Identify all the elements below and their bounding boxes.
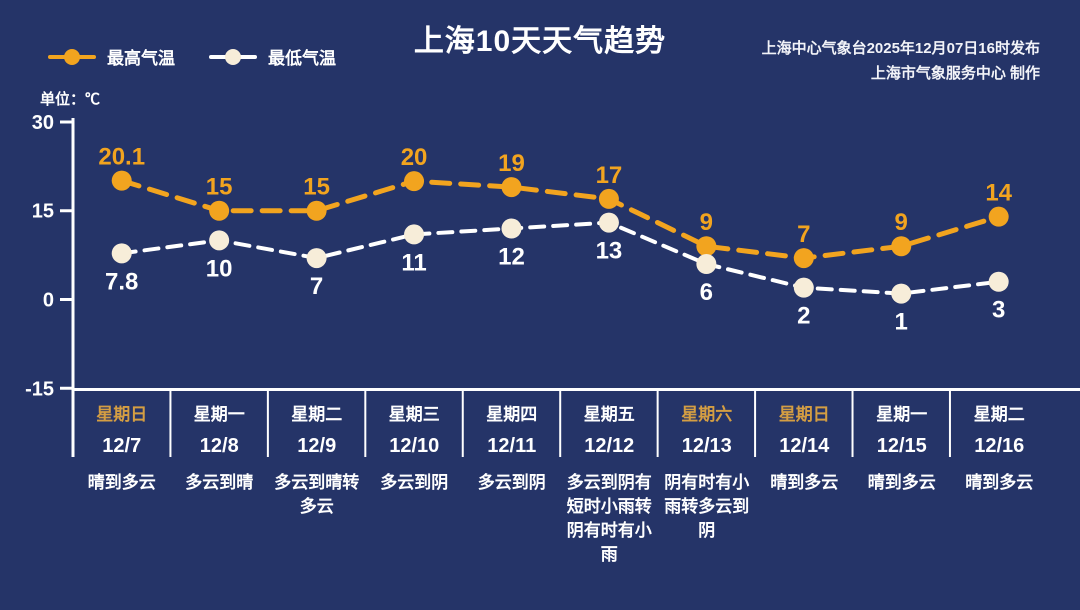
low-temp-value: 3 (992, 297, 1005, 324)
day-table: 星期日 12/7 晴到多云 星期一 12/8 多云到晴 星期二 12/9 多云到晴转多云 星期三 1… (73, 395, 1048, 567)
low-temp-marker (891, 283, 912, 304)
high-temp-marker (891, 236, 912, 257)
high-temp-value: 15 (303, 174, 330, 201)
weekday-label: 星期六 (681, 405, 733, 424)
date-label: 12/8 (199, 435, 239, 457)
low-temp-marker (209, 230, 230, 251)
high-temp-marker (209, 200, 230, 221)
low-temp-marker (501, 218, 522, 239)
low-temp-value: 13 (596, 238, 623, 265)
high-temp-value: 9 (895, 209, 908, 236)
publisher-line1: 上海中心气象台2025年12月07日16时发布 (761, 40, 1040, 57)
weather-label: 晴到多云 (87, 473, 156, 492)
low-temp-marker (793, 277, 814, 298)
low-temp-value: 12 (498, 243, 525, 270)
date-label: 12/13 (681, 435, 732, 457)
low-temp-marker (598, 212, 619, 233)
legend: 最高气温 最低气温 (48, 44, 336, 69)
weekday-label: 星期日 (96, 405, 148, 424)
weather-label: 多云到晴转多云 (274, 473, 360, 516)
high-temp-marker (988, 206, 1009, 227)
high-temp-marker (598, 188, 619, 209)
weekday-label: 星期三 (388, 405, 440, 424)
high-temp-marker (501, 177, 522, 198)
high-temp-value: 20 (401, 144, 428, 171)
day-column: 星期六 12/13 阴有时有小雨转多云到阴 (658, 395, 756, 567)
day-column: 星期日 12/14 晴到多云 (756, 395, 854, 567)
low-temp-value: 10 (206, 255, 233, 282)
date-label: 12/16 (974, 435, 1025, 457)
weather-label: 晴到多云 (867, 473, 936, 492)
weekday-label: 星期二 (291, 405, 343, 424)
low-temp-value: 7.8 (105, 268, 138, 295)
low-temp-marker (404, 224, 425, 245)
low-temp-value: 6 (700, 279, 713, 306)
date-label: 12/10 (389, 435, 440, 457)
high-temp-marker (306, 200, 327, 221)
publisher-info: 上海中心气象台2025年12月07日16时发布 上海市气象服务中心 制作 (762, 36, 1040, 86)
low-temp-value: 11 (401, 249, 426, 276)
high-temp-marker (111, 170, 132, 191)
date-label: 12/12 (584, 435, 635, 457)
day-column: 星期一 12/15 晴到多云 (853, 395, 951, 567)
day-column: 星期日 12/7 晴到多云 (73, 395, 171, 567)
y-tick-label: -15 (25, 378, 54, 400)
high-temp-value: 17 (596, 162, 623, 189)
weather-label: 阴有时有小雨转多云到阴 (664, 473, 750, 540)
day-column: 星期五 12/12 多云到阴有短时小雨转阴有时有小雨 (561, 395, 659, 567)
date-label: 12/7 (102, 435, 142, 457)
day-column: 星期二 12/9 多云到晴转多云 (268, 395, 366, 567)
weekday-label: 星期日 (778, 405, 830, 424)
y-tick-label: 0 (43, 290, 54, 312)
y-tick-label: 30 (32, 112, 54, 134)
low-temp-line-icon (209, 48, 257, 66)
high-temp-value: 15 (206, 174, 233, 201)
weekday-label: 星期一 (193, 405, 245, 424)
legend-item-high-temp: 最高气温 (48, 44, 175, 69)
day-column: 星期一 12/8 多云到晴 (171, 395, 269, 567)
high-temp-value: 19 (498, 150, 525, 177)
date-label: 12/11 (487, 435, 537, 457)
high-temp-value: 9 (700, 209, 713, 236)
weather-label: 多云到阴 (380, 473, 449, 492)
legend-item-low-temp: 最低气温 (209, 44, 336, 69)
high-temp-marker (793, 248, 814, 269)
weekday-label: 星期五 (583, 405, 635, 424)
page-title: 上海10天天气趋势 (413, 25, 667, 58)
low-temp-marker (988, 271, 1009, 292)
low-temp-value: 7 (310, 273, 323, 300)
low-temp-marker (111, 243, 132, 264)
weather-label: 晴到多云 (965, 473, 1034, 492)
day-column: 星期三 12/10 多云到阴 (366, 395, 464, 567)
high-temp-marker (404, 171, 425, 192)
legend-label-high: 最高气温 (107, 49, 175, 68)
weekday-label: 星期二 (973, 405, 1025, 424)
weather-label: 多云到阴有短时小雨转阴有时有小雨 (566, 473, 652, 564)
date-label: 12/9 (297, 435, 337, 457)
weekday-label: 星期一 (876, 405, 928, 424)
low-temp-value: 1 (895, 309, 908, 336)
weather-label: 多云到阴 (477, 473, 546, 492)
date-label: 12/14 (779, 435, 830, 457)
low-temp-value: 2 (797, 303, 810, 330)
weekday-label: 星期四 (486, 405, 538, 424)
legend-label-low: 最低气温 (268, 49, 336, 68)
weather-label: 多云到晴 (185, 473, 254, 492)
date-label: 12/15 (876, 435, 927, 457)
unit-label: 单位：℃ (40, 91, 101, 108)
high-temp-value: 7 (797, 221, 810, 248)
high-temp-value: 14 (985, 180, 1012, 207)
weather-label: 晴到多云 (770, 473, 839, 492)
day-column: 星期四 12/11 多云到阴 (463, 395, 561, 567)
y-tick-label: 15 (32, 201, 54, 223)
high-temp-line-icon (48, 48, 96, 66)
high-temp-value: 20.1 (98, 144, 145, 171)
publisher-line2: 上海市气象服务中心 制作 (870, 65, 1040, 82)
low-temp-marker (306, 248, 327, 269)
high-temp-marker (696, 236, 717, 257)
low-temp-marker (696, 253, 717, 274)
day-column: 星期二 12/16 晴到多云 (951, 395, 1049, 567)
